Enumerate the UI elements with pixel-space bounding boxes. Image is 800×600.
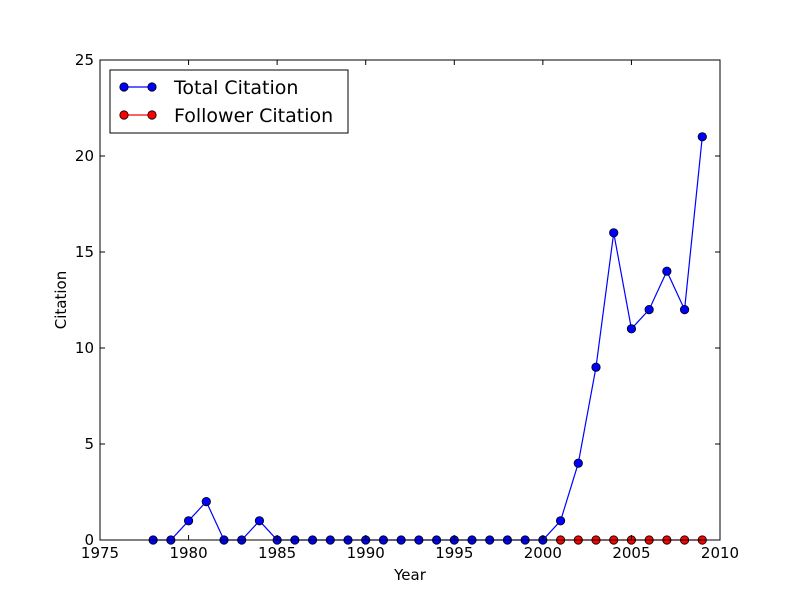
data-point — [644, 304, 654, 315]
legend-marker — [119, 110, 129, 120]
x-tick-label: 1990 — [347, 544, 385, 562]
data-point — [201, 496, 211, 507]
data-point — [662, 266, 672, 276]
axis-ticks: 1975 1980 1985 1990 1995 2000 2005 2010 0 5 10 15 20… — [75, 51, 739, 562]
x-axis-label: Year — [393, 566, 427, 584]
legend-marker — [147, 110, 157, 120]
data-point — [254, 516, 265, 526]
plot-frame — [99, 59, 721, 541]
y-tick-label: 10 — [75, 339, 94, 357]
series-line — [153, 136, 703, 541]
y-tick-label: 15 — [75, 243, 94, 261]
legend: Total Citation Follower Citation — [109, 69, 349, 134]
legend-label: Total Citation — [173, 77, 298, 99]
y-tick-label: 25 — [75, 51, 94, 69]
data-point — [573, 458, 583, 468]
data-point — [609, 228, 619, 238]
y-axis-label: Citation — [52, 271, 70, 329]
data-point — [626, 324, 637, 334]
y-tick-label: 20 — [75, 147, 94, 165]
legend-box — [109, 69, 349, 134]
x-tick-label: 2005 — [612, 544, 650, 562]
x-tick-label: 2010 — [701, 544, 739, 562]
data-point — [697, 132, 707, 142]
data-point — [591, 362, 601, 372]
data-point — [679, 304, 690, 315]
plot-area — [148, 132, 707, 545]
series-total-citation — [148, 132, 707, 545]
y-tick-label: 0 — [84, 531, 94, 549]
data-point — [183, 516, 194, 526]
x-tick-label: 2000 — [524, 544, 562, 562]
x-tick-label: 1985 — [258, 544, 296, 562]
legend-marker — [147, 82, 157, 92]
x-tick-label: 1975 — [81, 544, 119, 562]
legend-label: Follower Citation — [174, 105, 333, 127]
x-tick-label: 1980 — [169, 544, 207, 562]
legend-marker — [119, 82, 129, 92]
data-point — [555, 516, 566, 526]
x-tick-label: 1995 — [435, 544, 473, 562]
y-tick-label: 5 — [84, 435, 94, 453]
